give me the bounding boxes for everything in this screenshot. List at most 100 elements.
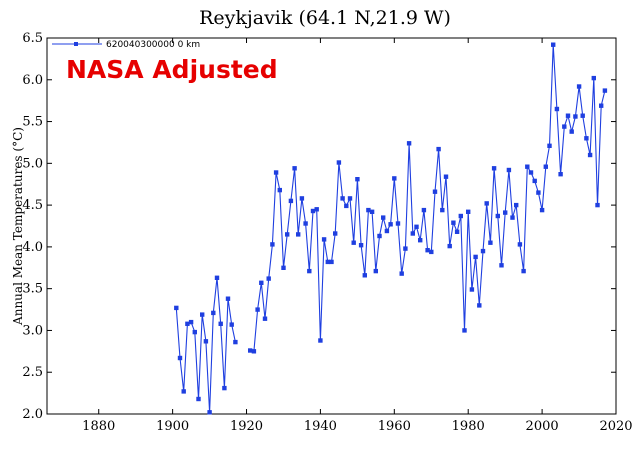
data-point (454, 229, 460, 234)
data-point (414, 224, 419, 229)
data-point (344, 203, 349, 209)
x-tick-label: 1880 (82, 419, 115, 434)
data-point (336, 160, 342, 165)
y-tick-label: 2.0 (22, 407, 43, 422)
data-point (369, 209, 375, 214)
data-point (429, 249, 434, 255)
data-point (488, 240, 493, 245)
data-point (491, 166, 497, 171)
data-point (314, 207, 319, 212)
data-point (543, 164, 548, 169)
x-tick-label: 1960 (378, 419, 411, 434)
data-point (355, 177, 360, 182)
data-point (440, 207, 445, 213)
y-tick-label: 2.5 (22, 365, 43, 380)
data-point (266, 276, 271, 281)
data-point (551, 42, 556, 47)
data-point (384, 228, 390, 234)
data-point (569, 129, 574, 134)
data-point (536, 190, 541, 195)
data-point (406, 141, 412, 146)
data-point (281, 265, 286, 270)
data-point (310, 208, 316, 214)
data-point (340, 196, 345, 201)
data-point (565, 113, 571, 118)
data-point (584, 136, 589, 141)
data-point (358, 243, 364, 248)
data-point (347, 196, 353, 201)
data-point (211, 310, 216, 316)
x-tick-label: 1980 (452, 419, 485, 434)
data-point (318, 338, 323, 343)
chart-title: Reykjavik (64.1 N,21.9 W) (199, 7, 451, 29)
data-point (255, 307, 260, 312)
data-point (451, 220, 456, 225)
data-point (410, 231, 415, 236)
nasa-adjusted-stamp: NASA Adjusted (66, 55, 278, 84)
data-point (602, 88, 608, 93)
data-point (262, 316, 268, 321)
data-point (425, 248, 430, 253)
legend-marker (74, 42, 78, 46)
data-point (225, 296, 231, 301)
data-point (458, 213, 463, 219)
data-point (392, 176, 397, 181)
data-point (233, 339, 238, 345)
x-tick-label: 2020 (599, 419, 632, 434)
data-point (495, 213, 500, 219)
data-point (573, 114, 578, 119)
y-tick-label: 3.5 (22, 282, 43, 297)
data-point (469, 287, 475, 292)
data-point (303, 221, 308, 226)
x-tick-label: 2000 (526, 419, 559, 434)
y-tick-label: 5.0 (22, 156, 43, 171)
data-point (443, 174, 449, 179)
y-tick-label: 3.0 (22, 323, 43, 338)
data-point (580, 113, 585, 118)
data-point (473, 254, 478, 260)
data-point (480, 248, 486, 254)
data-point (362, 273, 367, 278)
series-group (174, 42, 608, 415)
y-tick-label: 4.0 (22, 240, 43, 255)
data-point (436, 146, 441, 152)
data-point (517, 242, 523, 247)
data-point (499, 263, 504, 268)
data-point (503, 210, 508, 215)
data-point (381, 215, 386, 220)
data-point (181, 389, 186, 394)
data-point (259, 280, 264, 285)
data-point (462, 328, 467, 333)
data-point (466, 209, 471, 214)
data-point (185, 321, 190, 326)
legend: 620040300000 0 km (52, 40, 200, 50)
x-tick-label: 1900 (156, 419, 189, 434)
data-point (351, 240, 356, 245)
data-point (218, 321, 223, 326)
data-point (196, 396, 201, 402)
data-point (207, 410, 212, 415)
data-point (177, 355, 183, 361)
data-point (377, 233, 382, 239)
data-point (270, 242, 275, 247)
data-point (251, 349, 257, 354)
data-point (214, 275, 220, 280)
data-point (200, 312, 205, 317)
data-point (591, 75, 596, 81)
data-point (547, 143, 552, 148)
data-point (432, 189, 438, 194)
data-point (562, 124, 567, 129)
data-point (558, 172, 563, 177)
x-tick-label: 1920 (230, 419, 263, 434)
data-point (333, 231, 338, 236)
data-point (321, 237, 327, 242)
data-point (273, 170, 279, 175)
data-point (576, 84, 582, 89)
data-point (388, 222, 393, 227)
data-point (595, 202, 600, 208)
data-point (484, 201, 489, 206)
data-point (554, 106, 560, 112)
data-point (539, 207, 545, 213)
